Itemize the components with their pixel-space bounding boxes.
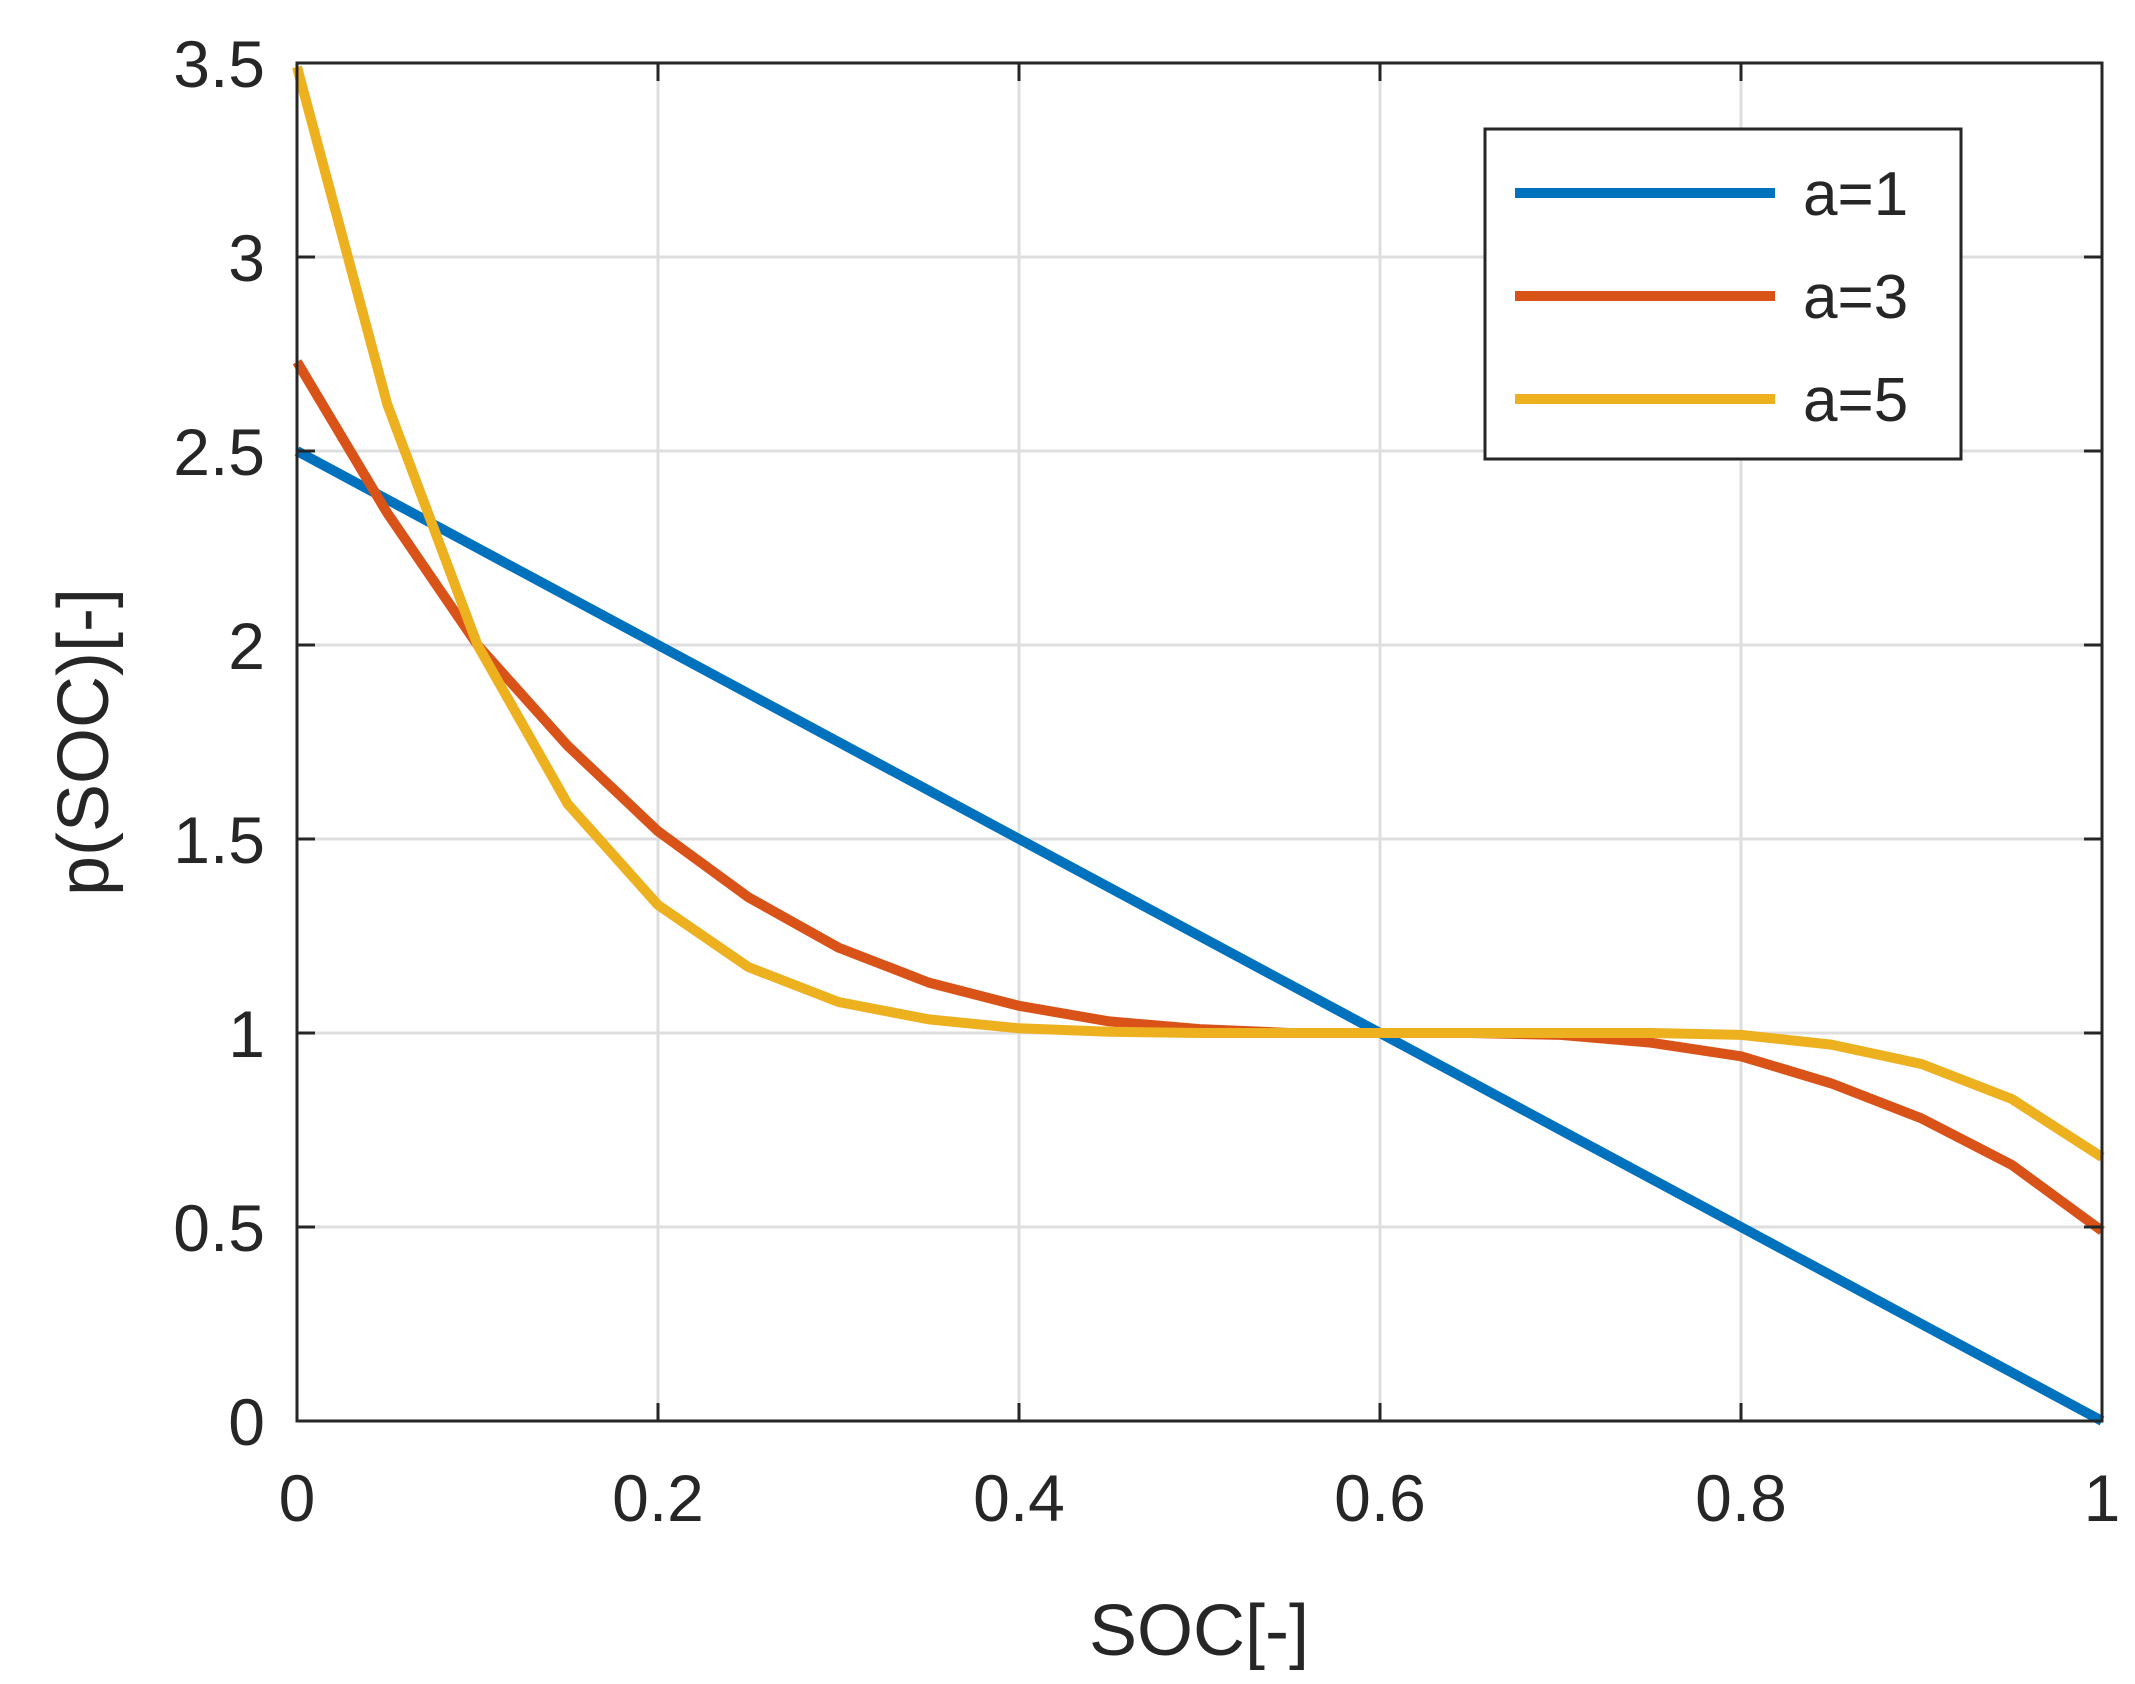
legend-label-a1: a=1 bbox=[1803, 160, 1908, 229]
x-tick-label: 1 bbox=[2084, 1461, 2121, 1535]
y-axis-label: p(SOC)[-] bbox=[44, 588, 124, 896]
series-line-a1 bbox=[294, 446, 2105, 1426]
y-tick-labels: 0 0.5 1 1.5 2 2.5 3 3.5 bbox=[173, 27, 265, 1459]
x-tick-label: 0 bbox=[279, 1461, 316, 1535]
x-tick-labels: 0 0.2 0.4 0.6 0.8 1 bbox=[279, 1461, 2121, 1535]
y-tick-label: 3 bbox=[228, 221, 265, 295]
series-layer bbox=[292, 65, 2105, 1426]
legend-label-a3: a=3 bbox=[1803, 263, 1908, 332]
x-tick-label: 0.6 bbox=[1334, 1461, 1426, 1535]
y-tick-label: 2.5 bbox=[173, 415, 265, 489]
y-tick-label: 2 bbox=[228, 609, 265, 683]
y-tick-label: 1.5 bbox=[173, 803, 265, 877]
x-tick-label: 0.8 bbox=[1695, 1461, 1787, 1535]
tick-marks bbox=[295, 61, 2104, 1423]
plot-frame bbox=[295, 61, 2104, 1423]
x-tick-label: 0.2 bbox=[612, 1461, 704, 1535]
x-axis-label: SOC[-] bbox=[1089, 1591, 1309, 1671]
y-tick-label: 0.5 bbox=[173, 1191, 265, 1265]
y-tick-label: 1 bbox=[228, 997, 265, 1071]
legend-label-a5: a=5 bbox=[1803, 366, 1908, 435]
y-tick-label: 0 bbox=[228, 1385, 265, 1459]
y-tick-label: 3.5 bbox=[173, 27, 265, 101]
x-tick-label: 0.4 bbox=[973, 1461, 1065, 1535]
legend: a=1 a=3 a=5 bbox=[1483, 127, 1963, 461]
series-line-a5 bbox=[292, 65, 2105, 1162]
